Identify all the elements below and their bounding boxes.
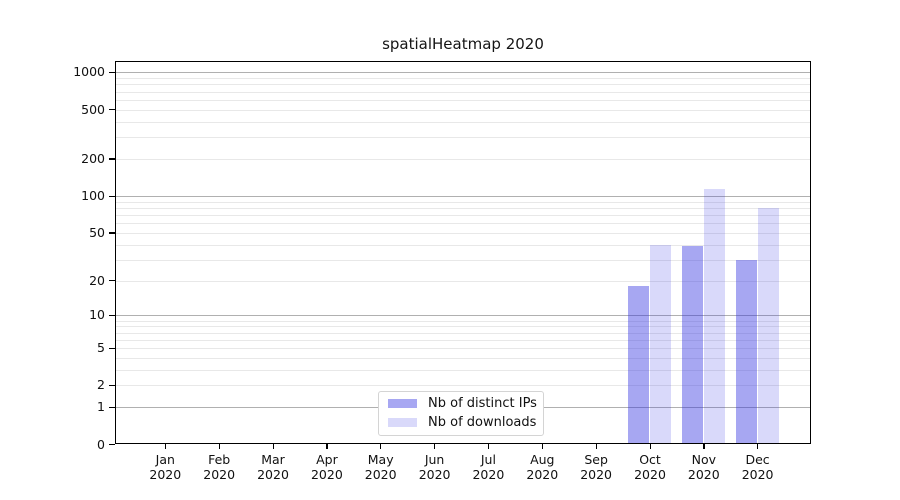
plot-area: Nb of distinct IPs Nb of downloads 0 1 2 5 1… (73, 60, 811, 482)
y-tick (109, 109, 115, 111)
x-tick (595, 443, 597, 449)
x-tick-label: Feb 2020 (203, 451, 236, 483)
y-tick-label: 100 (81, 188, 105, 203)
y-tick (109, 347, 115, 349)
gridline-minor (115, 223, 811, 225)
y-tick-label: 0 (97, 436, 105, 452)
chart-title: spatialHeatmap 2020 (382, 35, 544, 53)
y-tick (109, 71, 115, 74)
y-tick-label: 10 (89, 307, 105, 323)
x-tick-label: Jun 2020 (418, 451, 451, 483)
x-tick-label: May 2020 (364, 451, 397, 483)
x-tick (703, 443, 705, 449)
gridline-minor (115, 259, 811, 261)
y-tick (109, 444, 115, 446)
gridline-minor (115, 326, 811, 328)
gridline-minor (115, 332, 811, 334)
x-tick (164, 443, 167, 449)
legend-item-distinct-ips: Nb of distinct IPs (388, 395, 537, 414)
y-tick (109, 406, 115, 408)
y-tick-label: 500 (81, 101, 105, 117)
gridline-minor (115, 201, 811, 203)
x-tick-label: Jul 2020 (472, 451, 505, 483)
x-tick (218, 443, 220, 449)
y-tick (109, 314, 115, 317)
gridline-minor (115, 357, 811, 359)
bar-distinct-ips-dec (735, 259, 757, 444)
legend-swatch-distinct-ips (388, 399, 417, 409)
y-tick-label: 1000 (73, 64, 105, 80)
bar-downloads-dec (757, 207, 779, 444)
x-tick-label: Jan 2020 (149, 451, 182, 483)
x-tick-label: Mar 2020 (257, 451, 289, 483)
gridline-major (115, 196, 811, 197)
x-tick-label: Apr 2020 (310, 451, 343, 483)
legend-label-distinct-ips: Nb of distinct IPs (428, 396, 537, 412)
y-tick-label: 2 (97, 377, 105, 393)
bar-downloads-nov (703, 188, 725, 444)
gridline-minor (115, 207, 811, 209)
y-tick (109, 280, 115, 282)
bar-distinct-ips-nov (681, 245, 703, 444)
gridline-minor (115, 320, 811, 322)
x-tick (272, 443, 274, 449)
bar-downloads-oct (650, 244, 671, 444)
gridline-minor (115, 109, 811, 111)
y-tick (109, 195, 115, 197)
y-tick-label: 200 (81, 150, 105, 166)
y-tick-label: 1 (97, 399, 105, 415)
y-tick (109, 158, 115, 160)
y-tick-label: 50 (89, 224, 105, 240)
y-tick (109, 384, 115, 387)
gridline-minor (115, 244, 811, 246)
gridline-minor (115, 385, 811, 387)
gridline-minor (115, 348, 811, 349)
x-tick (649, 443, 651, 449)
x-tick-label: Sep 2020 (580, 451, 612, 483)
x-tick (541, 443, 544, 449)
gridline-minor (115, 99, 811, 101)
gridline-minor (115, 91, 811, 93)
gridline-minor (115, 137, 811, 139)
gridline-minor (115, 84, 811, 86)
gridline-minor (115, 121, 811, 123)
legend-item-downloads: Nb of downloads (388, 413, 537, 432)
x-tick (434, 443, 436, 449)
bar-distinct-ips-oct (628, 285, 649, 444)
gridline-minor (115, 158, 811, 160)
x-tick (487, 443, 490, 449)
gridline-major (115, 315, 811, 317)
gridline-minor (115, 369, 811, 371)
gridline-minor (115, 339, 811, 341)
legend-swatch-downloads (388, 417, 417, 427)
gridline-minor (115, 78, 811, 80)
x-tick (757, 443, 759, 449)
y-tick (109, 232, 115, 234)
legend: Nb of distinct IPs Nb of downloads (378, 390, 544, 436)
gridline-minor (115, 214, 811, 216)
gridline-minor (115, 232, 811, 234)
legend-label-downloads: Nb of downloads (428, 414, 537, 430)
x-tick (326, 443, 328, 449)
x-tick-label: Nov 2020 (687, 451, 720, 483)
gridline-minor (115, 280, 811, 282)
x-tick (380, 443, 382, 449)
x-tick-label: Oct 2020 (634, 451, 666, 483)
x-tick-label: Aug 2020 (526, 451, 559, 483)
gridline-major (115, 72, 811, 74)
x-tick-label: Dec 2020 (741, 451, 774, 483)
y-tick-label: 5 (97, 340, 105, 355)
y-tick-label: 20 (89, 272, 105, 288)
